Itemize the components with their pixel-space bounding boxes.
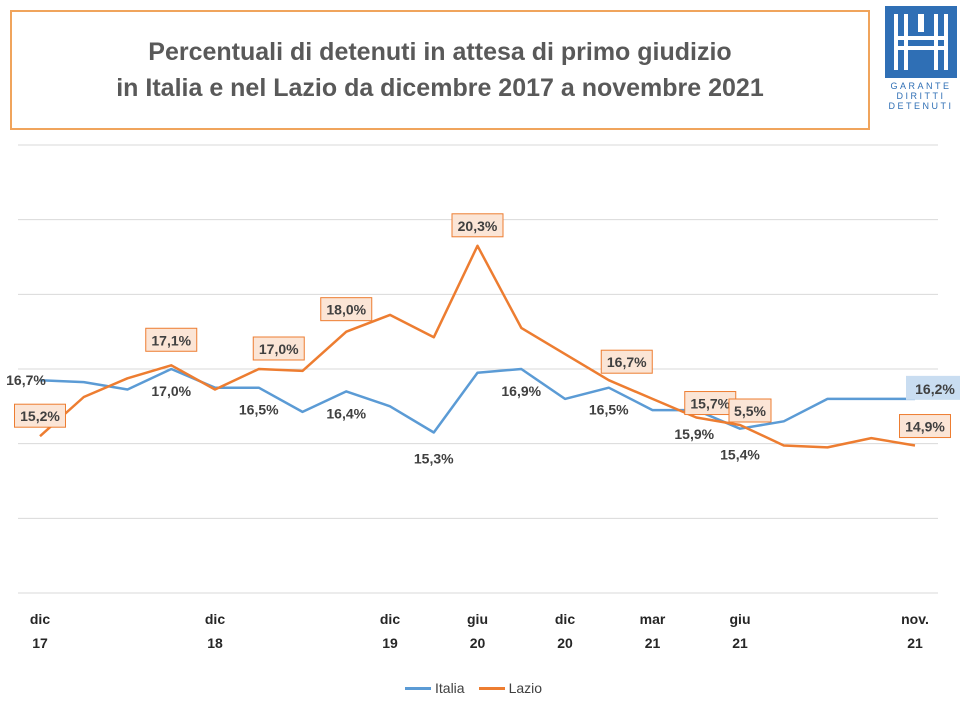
x-tick-label: giu (467, 611, 488, 627)
data-label-box-lazio (899, 414, 951, 439)
x-tick-label: 20 (470, 635, 486, 651)
legend-swatch-italia (405, 686, 431, 690)
data-label-italia: 16,4% (326, 405, 366, 421)
data-label-italia: 16,5% (239, 402, 279, 418)
x-tick-label: 21 (907, 635, 923, 651)
x-tick-label: 20 (557, 635, 573, 651)
data-label-box-lazio (600, 349, 653, 374)
x-tick-label: 18 (207, 635, 223, 651)
series-line-lazio (39, 244, 916, 449)
x-tick-label: 19 (382, 635, 398, 651)
x-tick-label: 17 (32, 635, 48, 651)
data-label-italia: 15,3% (414, 450, 454, 466)
data-label-italia: 16,9% (501, 383, 541, 399)
data-label-italia: 15,4% (720, 447, 760, 463)
x-tick-label: nov. (901, 611, 929, 627)
logo-text-line-2: DIRITTI (896, 91, 946, 101)
data-label-lazio: 18,0% (326, 302, 366, 318)
data-label-italia: 17,0% (151, 383, 191, 399)
x-tick-label: dic (30, 611, 50, 627)
data-label-italia: 16,7% (6, 372, 46, 388)
data-label-box-lazio (451, 213, 504, 238)
chart-title-line-2: in Italia e nel Lazio da dicembre 2017 a… (116, 74, 764, 102)
x-tick-label: dic (380, 611, 400, 627)
legend-label-italia: Italia (435, 680, 465, 696)
data-label-lazio: 16,7% (607, 354, 647, 370)
data-label-box-lazio (320, 297, 373, 322)
data-label-lazio: 14,9% (905, 419, 945, 435)
chart-title-box: Percentuali di detenuti in attesa di pri… (10, 10, 870, 130)
data-label-italia: 16,2% (915, 381, 955, 397)
chart-legend: Italia Lazio (405, 680, 542, 696)
logo-mark-icon (885, 6, 957, 78)
data-label-lazio: 5,5% (734, 403, 766, 419)
legend-item-lazio: Lazio (478, 680, 543, 696)
data-label-lazio: 15,7% (690, 396, 730, 412)
x-tick-label: dic (205, 611, 225, 627)
x-tick-label: giu (730, 611, 751, 627)
data-label-italia: 16,5% (589, 402, 629, 418)
data-label-italia: 15,9% (674, 426, 714, 442)
garante-logo: GARANTE DIRITTI DETENUTI (883, 6, 959, 111)
logo-text-line-1: GARANTE (890, 81, 952, 91)
data-label-lazio: 17,1% (151, 332, 191, 348)
line-chart: 16,7% 17,0% 16,5% 16,4% 15,3% 16,9% 16,5% 15,9%… (6, 144, 960, 651)
chart-title-line-1: Percentuali di detenuti in attesa di pri… (148, 38, 732, 66)
data-label-box-italia (906, 375, 960, 400)
data-label-lazio: 17,0% (259, 341, 299, 357)
data-label-box-lazio (728, 398, 772, 423)
x-tick-label: dic (555, 611, 575, 627)
data-label-box-lazio (145, 327, 198, 352)
x-tick-label: mar (640, 611, 666, 627)
legend-label-lazio: Lazio (508, 680, 543, 696)
data-label-box-lazio (14, 403, 66, 428)
legend-swatch-lazio (478, 686, 505, 690)
x-tick-label: 21 (732, 635, 748, 651)
logo-text-line-3: DETENUTI (888, 101, 954, 111)
data-label-box-lazio (252, 336, 305, 361)
data-label-lazio: 15,2% (20, 408, 60, 424)
legend-item-italia: Italia (405, 680, 465, 696)
x-tick-label: 21 (645, 635, 661, 651)
data-label-lazio: 20,3% (458, 218, 498, 234)
series-line-italia (39, 367, 915, 434)
